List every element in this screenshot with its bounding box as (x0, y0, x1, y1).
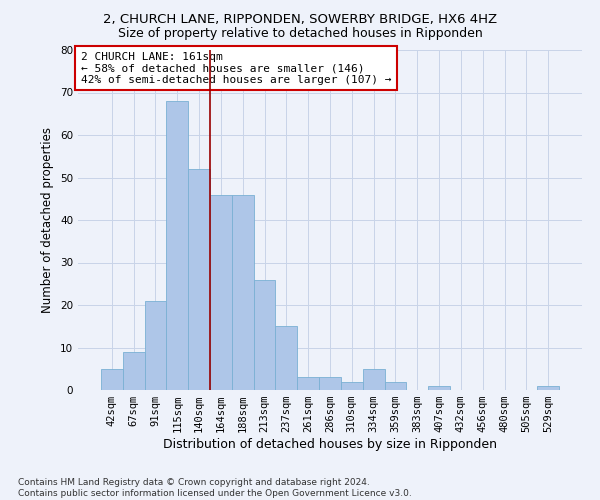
Bar (385, 382, 406, 390)
Text: Contains HM Land Registry data © Crown copyright and database right 2024.
Contai: Contains HM Land Registry data © Crown c… (18, 478, 412, 498)
Text: 2, CHURCH LANE, RIPPONDEN, SOWERBY BRIDGE, HX6 4HZ: 2, CHURCH LANE, RIPPONDEN, SOWERBY BRIDG… (103, 12, 497, 26)
Bar (188, 169, 210, 390)
Bar (210, 194, 232, 390)
Text: 2 CHURCH LANE: 161sqm
← 58% of detached houses are smaller (146)
42% of semi-det: 2 CHURCH LANE: 161sqm ← 58% of detached … (80, 52, 391, 85)
Y-axis label: Number of detached properties: Number of detached properties (41, 127, 55, 313)
Bar (275, 326, 297, 390)
Bar (297, 377, 319, 390)
Bar (145, 300, 166, 390)
X-axis label: Distribution of detached houses by size in Ripponden: Distribution of detached houses by size … (163, 438, 497, 451)
Bar (319, 377, 341, 390)
Bar (537, 386, 559, 390)
Bar (254, 280, 275, 390)
Bar (166, 101, 188, 390)
Bar (363, 369, 385, 390)
Bar (341, 382, 363, 390)
Bar (428, 386, 450, 390)
Bar (123, 352, 145, 390)
Text: Size of property relative to detached houses in Ripponden: Size of property relative to detached ho… (118, 28, 482, 40)
Bar (232, 194, 254, 390)
Bar (101, 369, 123, 390)
